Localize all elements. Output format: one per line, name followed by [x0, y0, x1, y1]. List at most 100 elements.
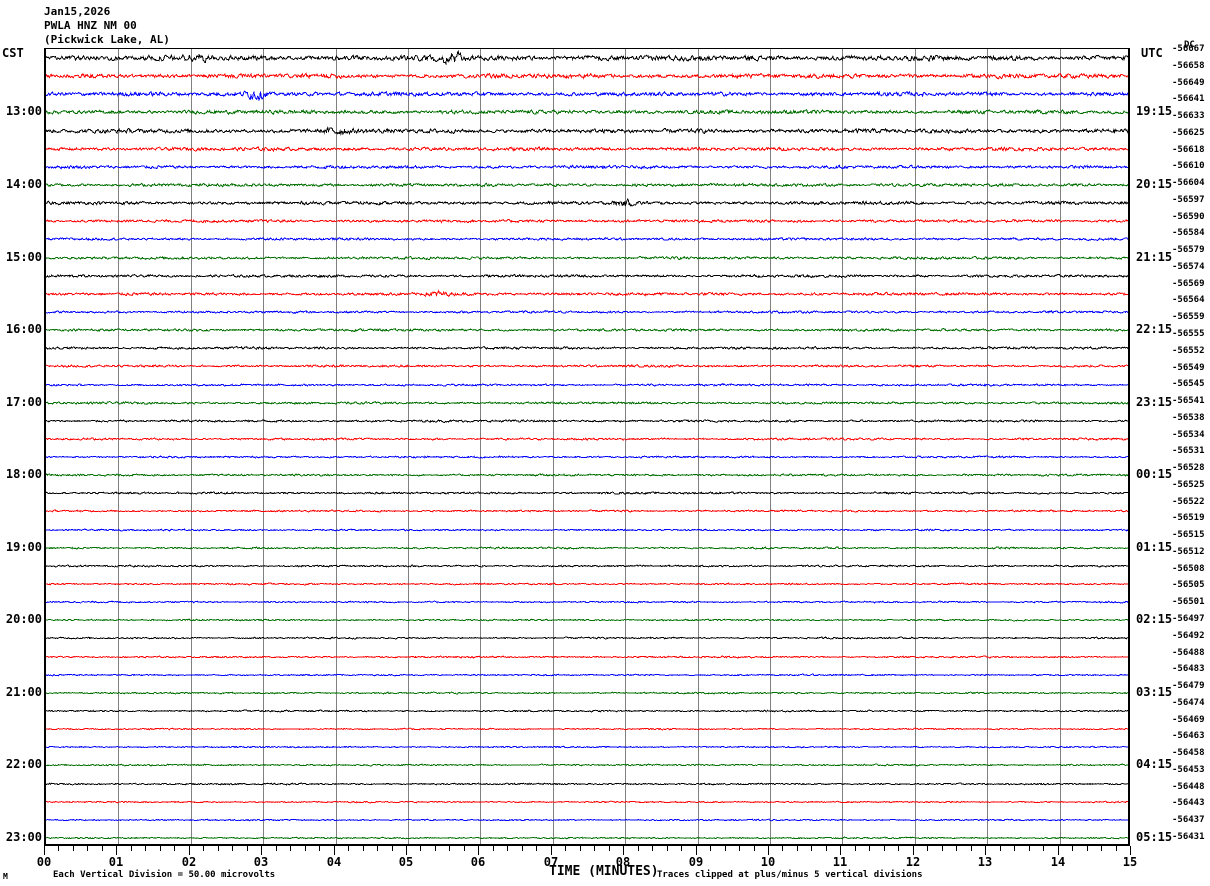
right-time-label-0315: 03:15 — [1136, 684, 1173, 699]
dc-offset-value-27: -56522 — [1172, 496, 1205, 507]
dc-offset-value-11: -56584 — [1172, 228, 1205, 239]
trace-row-17 — [46, 346, 1128, 386]
dc-offset-value-17: -56555 — [1172, 329, 1205, 339]
trace-row-33 — [46, 637, 1128, 677]
dc-offset-value-34: -56497 — [1172, 614, 1205, 624]
x-tick-major-05 — [406, 846, 407, 855]
trace-row-25 — [46, 491, 1128, 531]
trace-row-20 — [46, 401, 1128, 441]
x-tick-major-11 — [840, 846, 841, 855]
trace-row-22 — [46, 437, 1128, 477]
trace-row-18 — [46, 365, 1128, 405]
x-tick-minor — [797, 846, 798, 851]
right-time-label-2215: 22:15 — [1136, 322, 1173, 337]
x-tick-minor — [565, 846, 566, 851]
trace-row-37 — [46, 709, 1128, 749]
trace-row-4 — [46, 111, 1128, 151]
x-tick-minor — [942, 846, 943, 851]
x-tick-major-13 — [985, 846, 986, 855]
dc-offset-value-38: -56479 — [1172, 681, 1205, 692]
trace-row-5 — [46, 129, 1128, 169]
dc-offset-value-16: -56559 — [1172, 312, 1205, 323]
x-tick-minor — [725, 846, 726, 851]
x-tick-minor — [898, 846, 899, 851]
trace-row-3 — [46, 92, 1128, 132]
dc-offset-value-37: -56483 — [1172, 664, 1205, 675]
right-time-label-0515: 05:15 — [1136, 829, 1173, 844]
x-tick-minor — [131, 846, 132, 851]
trace-row-31 — [46, 600, 1128, 640]
x-tick-minor — [1087, 846, 1088, 851]
x-tick-major-10 — [768, 846, 769, 855]
grid-line-minute-04 — [336, 49, 337, 844]
x-axis-title: TIME (MINUTES) — [549, 864, 659, 879]
dc-offset-value-40: -56469 — [1172, 714, 1205, 725]
x-tick-label-06: 06 — [470, 855, 486, 869]
right-time-label-1915: 19:15 — [1136, 104, 1173, 119]
x-tick-label-10: 10 — [760, 855, 776, 869]
dc-offset-value-24: -56531 — [1172, 446, 1205, 457]
left-time-label-2000: 20:00 — [5, 612, 42, 627]
x-tick-minor — [1043, 846, 1044, 851]
x-tick-minor — [435, 846, 436, 851]
x-tick-major-12 — [913, 846, 914, 855]
right-time-label-0215: 02:15 — [1136, 612, 1173, 627]
trace-row-43 — [46, 818, 1128, 844]
x-tick-minor — [884, 846, 885, 851]
trace-row-15 — [46, 310, 1128, 350]
dc-offset-value-1: -56658 — [1172, 60, 1205, 71]
x-tick-minor — [667, 846, 668, 851]
dc-offset-value-4: -56633 — [1172, 111, 1205, 122]
x-tick-minor — [449, 846, 450, 851]
x-tick-minor — [420, 846, 421, 851]
dc-offset-value-9: -56597 — [1172, 194, 1205, 205]
x-tick-major-08 — [623, 846, 624, 855]
x-tick-minor — [247, 846, 248, 851]
grid-line-minute-14 — [1060, 49, 1061, 844]
x-axis: 00 01 02 03 04 05 06 07 08 09 10 11 12 13 14 15 — [37, 846, 1137, 869]
trace-row-9 — [46, 201, 1128, 241]
grid-line-minute-08 — [625, 49, 626, 844]
x-tick-label-02: 02 — [181, 855, 197, 869]
x-tick-minor — [392, 846, 393, 851]
dc-offset-value-22: -56538 — [1172, 412, 1205, 423]
x-tick-minor — [927, 846, 928, 851]
x-tick-minor — [174, 846, 175, 851]
trace-row-42 — [46, 800, 1128, 840]
trace-row-35 — [46, 673, 1128, 713]
trace-row-26 — [46, 510, 1128, 550]
x-tick-label-08: 08 — [615, 855, 631, 869]
x-tick-minor — [218, 846, 219, 851]
trace-row-11 — [46, 238, 1128, 278]
dc-offset-value-33: -56501 — [1172, 597, 1205, 608]
x-tick-minor — [522, 846, 523, 851]
x-tick-label-05: 05 — [398, 855, 414, 869]
left-time-label-2200: 22:00 — [5, 757, 42, 772]
unit-marker: M — [3, 872, 8, 881]
x-tick-minor — [290, 846, 291, 851]
trace-row-30 — [46, 582, 1128, 622]
right-time-label-0015: 00:15 — [1136, 467, 1173, 482]
left-time-label-1700: 17:00 — [5, 394, 42, 409]
x-tick-minor — [1116, 846, 1117, 851]
trace-row-7 — [46, 165, 1128, 205]
x-tick-minor — [782, 846, 783, 851]
x-tick-label-09: 09 — [688, 855, 704, 869]
dc-offset-value-15: -56564 — [1172, 295, 1205, 306]
x-tick-minor — [305, 846, 306, 851]
trace-row-1 — [46, 56, 1128, 96]
dc-offset-value-18: -56552 — [1172, 345, 1205, 356]
x-tick-minor — [652, 846, 653, 851]
grid-line-minute-03 — [263, 49, 264, 844]
dc-offset-value-39: -56474 — [1172, 697, 1205, 708]
x-tick-label-07: 07 — [543, 855, 559, 869]
x-tick-major-14 — [1058, 846, 1059, 855]
dc-offset-value-30: -56512 — [1172, 546, 1205, 557]
dc-offset-value-20: -56545 — [1172, 379, 1205, 390]
dc-offset-value-35: -56492 — [1172, 630, 1205, 641]
trace-row-29 — [46, 564, 1128, 604]
x-tick-label-03: 03 — [253, 855, 269, 869]
x-tick-label-15: 15 — [1122, 855, 1138, 869]
trace-row-10 — [46, 219, 1128, 259]
